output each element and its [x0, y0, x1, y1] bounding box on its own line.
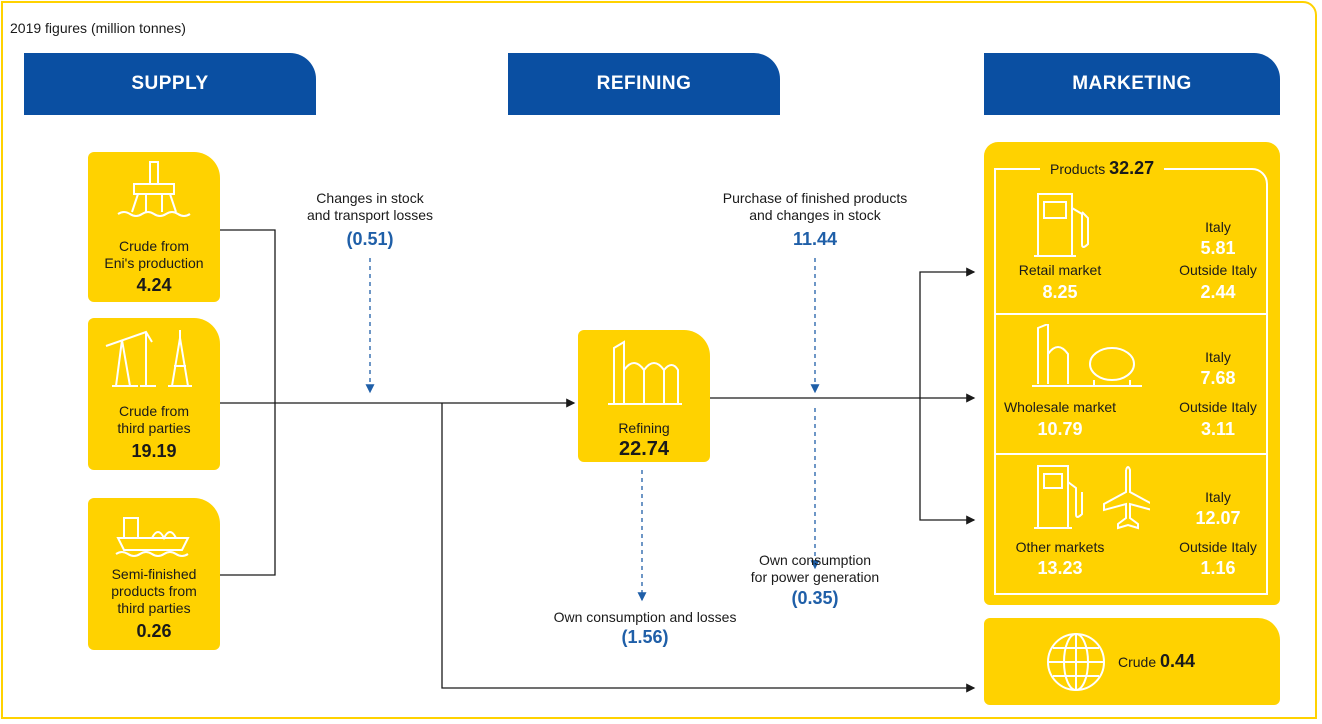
- market-label: Wholesale market: [1003, 399, 1117, 415]
- italy-label: Italy: [1205, 489, 1231, 505]
- products-label: Products: [1050, 161, 1106, 177]
- outside-value: 3.11: [1200, 419, 1236, 439]
- crude-title: Crude 0.44: [1118, 649, 1195, 674]
- refining-label: Refining: [618, 420, 670, 436]
- icon-fuel-pump: [1034, 193, 1089, 257]
- market-value: 10.79: [1037, 419, 1083, 439]
- supply-label: Crude from third parties: [117, 403, 191, 436]
- supply-box: [88, 152, 220, 302]
- subtitle: 2019 figures (million tonnes): [10, 20, 186, 36]
- supply-box: [88, 318, 220, 470]
- flow-label: Changes in stock and transport losses: [306, 190, 434, 223]
- supply-label: Crude from Eni's production: [104, 238, 204, 271]
- supply-value: 4.24: [136, 275, 172, 295]
- flow-value: 11.44: [792, 229, 838, 249]
- divider: [994, 453, 1268, 455]
- icon-platform: [117, 161, 191, 217]
- supply-value: 19.19: [131, 441, 177, 461]
- outside-value: 2.44: [1200, 282, 1236, 302]
- icon-ship: [115, 517, 190, 557]
- flow-label: Own consumption and losses: [553, 609, 737, 625]
- supply-value: 0.26: [136, 621, 172, 641]
- icon-wholesale: [1032, 324, 1142, 387]
- market-label: Retail market: [1018, 262, 1102, 278]
- divider: [994, 313, 1268, 315]
- crude-box: [984, 618, 1280, 705]
- crude-value: 0.44: [1160, 651, 1196, 671]
- header-marketing: MARKETING: [984, 53, 1280, 115]
- italy-label: Italy: [1205, 349, 1231, 365]
- marketing-box: [984, 142, 1280, 605]
- market-value: 13.23: [1037, 558, 1083, 578]
- outside-label: Outside Italy: [1179, 399, 1257, 415]
- italy-value: 5.81: [1200, 238, 1236, 258]
- outside-value: 1.16: [1200, 558, 1236, 578]
- crude-label: Crude: [1118, 654, 1157, 670]
- italy-value: 7.68: [1200, 368, 1236, 388]
- flow-value: (0.35): [791, 588, 839, 608]
- italy-label: Italy: [1205, 219, 1231, 235]
- italy-value: 12.07: [1195, 508, 1241, 528]
- market-label: Other markets: [1015, 539, 1105, 555]
- products-value: 32.27: [1109, 158, 1155, 178]
- products-title: Products 32.27: [1040, 156, 1165, 181]
- refining-value: 22.74: [618, 438, 670, 460]
- outside-label: Outside Italy: [1179, 262, 1257, 278]
- flow-label: Own consumption for power generation: [750, 552, 880, 585]
- supply-box: [88, 498, 220, 650]
- header-supply: SUPPLY: [24, 53, 316, 115]
- supply-label: Semi-finished products from third partie…: [111, 566, 197, 616]
- market-value: 8.25: [1042, 282, 1078, 302]
- icon-refinery: [608, 340, 682, 405]
- icon-pumpjack: [105, 330, 192, 387]
- header-refining: REFINING: [508, 53, 780, 115]
- icon-other: [1034, 465, 1150, 530]
- flow-label: Purchase of finished products and change…: [722, 190, 908, 223]
- icon-globe: [1047, 633, 1105, 691]
- outside-label: Outside Italy: [1179, 539, 1257, 555]
- flow-value: (0.51): [346, 229, 394, 249]
- flow-value: (1.56): [621, 627, 669, 647]
